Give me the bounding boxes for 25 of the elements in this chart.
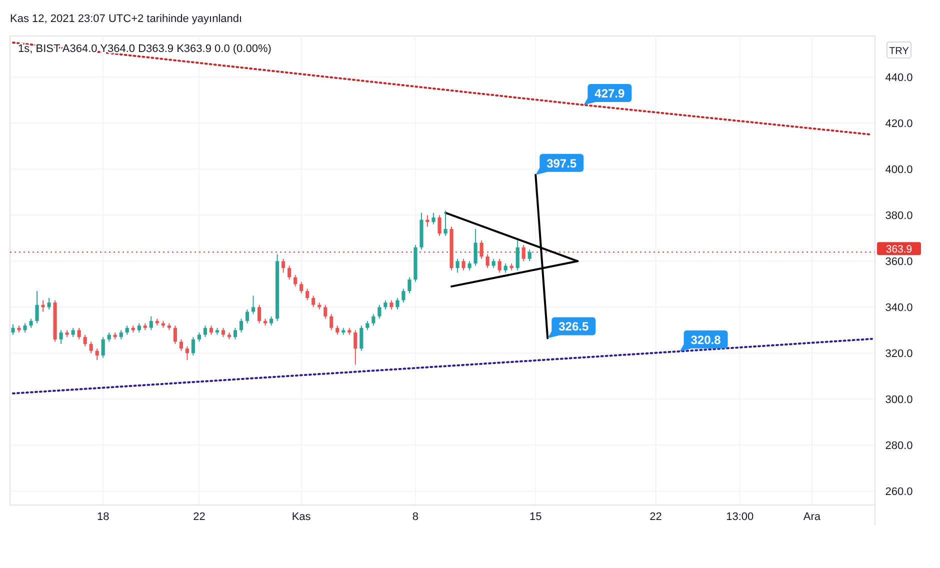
y-tick-label: 300.0 xyxy=(885,394,913,406)
data-label: 427.9 xyxy=(594,86,626,100)
x-tick-label: 13:00 xyxy=(726,511,754,523)
y-tick-label: 320.0 xyxy=(885,348,913,360)
x-tick-label: Ara xyxy=(803,511,822,523)
y-tick-label: 380.0 xyxy=(885,210,913,222)
y-tick-label: 260.0 xyxy=(885,486,913,498)
text: Kas 12, 2021 23:07 UTC+2 tarihinde yayınlandı xyxy=(10,13,242,25)
y-tick-label: 280.0 xyxy=(885,440,913,452)
x-tick-label: 15 xyxy=(529,511,542,523)
x-tick-label: 18 xyxy=(96,511,110,523)
x-tick-label: Kas xyxy=(292,511,312,523)
data-label: 397.5 xyxy=(546,156,577,170)
x-tick-label: 22 xyxy=(193,511,206,523)
text: TRY xyxy=(889,46,910,57)
y-tick-label: 360.0 xyxy=(885,256,913,268)
y-tick-label: 440.0 xyxy=(885,72,913,84)
y-tick-label: 400.0 xyxy=(885,164,913,176)
x-tick-label: 8 xyxy=(412,511,419,523)
y-tick-label: 420.0 xyxy=(885,118,913,130)
data-label: 326.5 xyxy=(558,320,589,334)
x-tick-label: 22 xyxy=(650,511,662,523)
data-label: 320.8 xyxy=(690,332,722,347)
y-tick-label: 340.0 xyxy=(885,302,913,314)
ref-line-label: 363.9 xyxy=(886,244,912,256)
